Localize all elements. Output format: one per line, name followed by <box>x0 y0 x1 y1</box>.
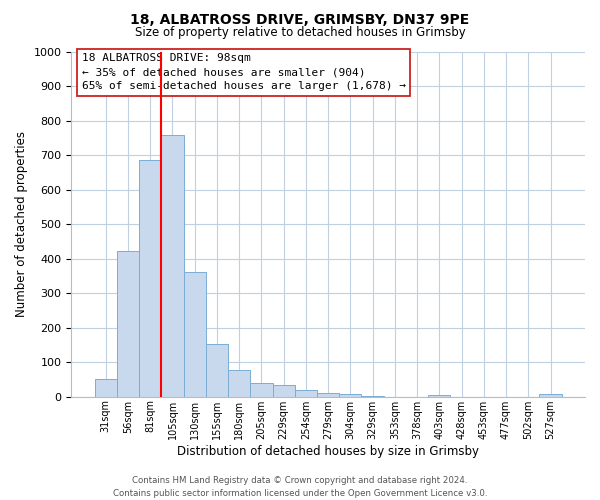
Bar <box>95 378 117 396</box>
Text: Contains HM Land Registry data © Crown copyright and database right 2024.
Contai: Contains HM Land Registry data © Crown c… <box>113 476 487 498</box>
Text: Size of property relative to detached houses in Grimsby: Size of property relative to detached ho… <box>134 26 466 39</box>
Bar <box>539 394 562 396</box>
Bar <box>272 386 295 396</box>
Bar <box>317 392 339 396</box>
Bar <box>428 395 451 396</box>
Bar <box>184 272 206 396</box>
Bar <box>206 344 228 397</box>
Bar <box>339 394 361 396</box>
Text: 18, ALBATROSS DRIVE, GRIMSBY, DN37 9PE: 18, ALBATROSS DRIVE, GRIMSBY, DN37 9PE <box>130 12 470 26</box>
Y-axis label: Number of detached properties: Number of detached properties <box>15 131 28 317</box>
X-axis label: Distribution of detached houses by size in Grimsby: Distribution of detached houses by size … <box>177 444 479 458</box>
Bar <box>250 383 272 396</box>
Text: 18 ALBATROSS DRIVE: 98sqm
← 35% of detached houses are smaller (904)
65% of semi: 18 ALBATROSS DRIVE: 98sqm ← 35% of detac… <box>82 53 406 91</box>
Bar <box>139 160 161 396</box>
Bar <box>161 136 184 396</box>
Bar <box>117 250 139 396</box>
Bar <box>228 370 250 396</box>
Bar <box>295 390 317 396</box>
